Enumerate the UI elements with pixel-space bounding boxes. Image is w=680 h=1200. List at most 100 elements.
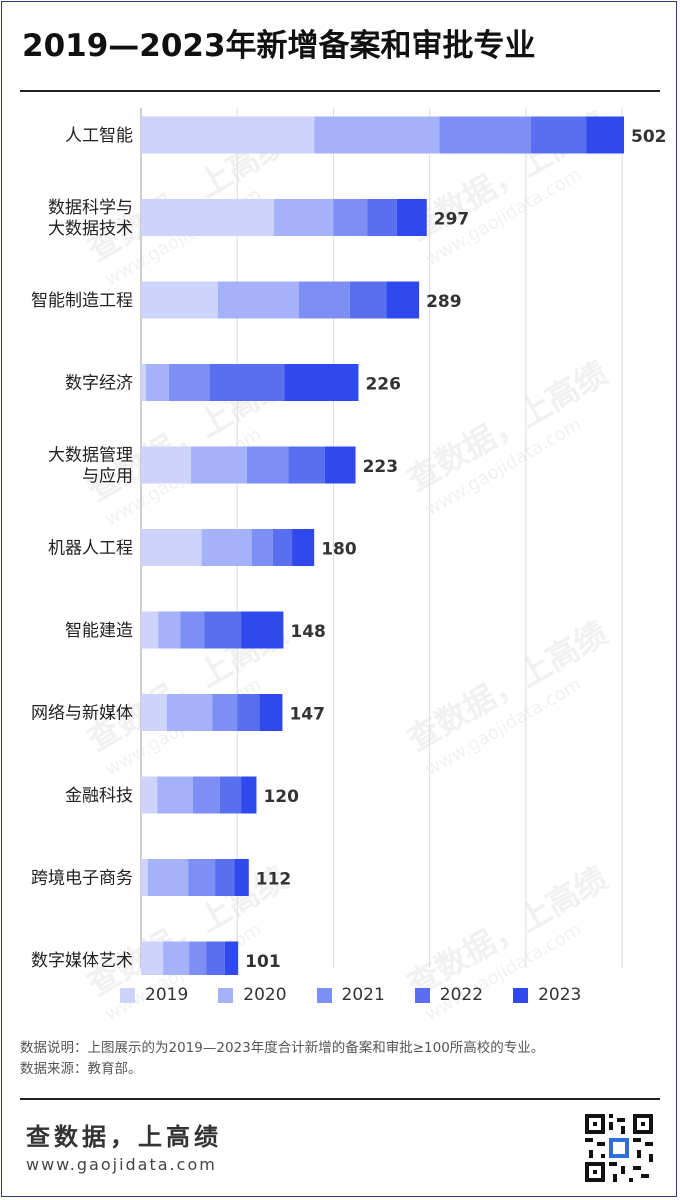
legend-swatch [414, 987, 430, 1003]
total-label: 112 [256, 870, 292, 890]
bar-segment-2020 [145, 364, 169, 401]
chart-legend: 2019 2020 2021 2022 2023 [120, 984, 611, 1006]
bar-segment-2021 [168, 364, 210, 401]
legend-label: 2019 [145, 985, 189, 1005]
bar-segment-2023 [292, 529, 315, 566]
bar-segment-2020 [157, 776, 193, 814]
bar-segment-2019 [141, 859, 148, 896]
bar-segment-2020 [163, 941, 190, 975]
legend-swatch [120, 987, 135, 1003]
brand-url: www.gaojidata.com [26, 1155, 217, 1174]
category-label-line: 数据科学与 [48, 198, 133, 218]
total-label: 120 [263, 787, 299, 807]
bar-segment-2020 [314, 116, 440, 154]
category-label-line: 机器人工程 [48, 539, 133, 559]
bar-segment-2019 [141, 281, 218, 319]
bar-segment-2021 [188, 859, 216, 896]
qr-code-icon [585, 1114, 653, 1182]
legend-item-2021: 2021 [316, 985, 385, 1005]
bar-segment-2021 [246, 446, 289, 484]
category-label-line: 金融科技 [65, 786, 133, 806]
bar-segment-2021 [189, 941, 207, 975]
bar-segment-2022 [288, 446, 325, 484]
legend-swatch [513, 987, 529, 1003]
bar-segment-2022 [204, 611, 242, 649]
bar-segment-2019 [141, 364, 146, 401]
bar-segment-2022 [215, 859, 235, 896]
bar-segment-2020 [158, 611, 181, 649]
bar-segment-2022 [206, 941, 225, 975]
category-label: 智能建造 [65, 621, 133, 641]
total-label: 289 [426, 292, 462, 312]
category-label: 智能制造工程 [31, 291, 133, 311]
bar-segment-2023 [224, 941, 239, 975]
legend-label: 2023 [538, 985, 582, 1005]
legend-label: 2021 [341, 985, 385, 1005]
legend-label: 2022 [439, 985, 484, 1005]
bar-segment-2020 [201, 529, 252, 566]
legend-item-2022: 2022 [414, 985, 484, 1005]
total-label: 147 [289, 705, 325, 725]
category-label-line: 人工智能 [65, 126, 133, 146]
bar-segment-2022 [367, 199, 397, 236]
category-label: 机器人工程 [48, 539, 133, 559]
bar-segment-2023 [586, 116, 625, 154]
bar-segment-2020 [166, 694, 213, 731]
bar-segment-2023 [324, 446, 356, 484]
data-note: 数据说明：上图展示的为2019—2023年度合计新增的备案和审批≥100所高校的… [20, 1040, 545, 1056]
bar-segment-2021 [298, 281, 350, 319]
category-label: 数据科学与大数据技术 [48, 198, 133, 239]
bar-segment-2020 [191, 446, 247, 484]
data-source: 数据来源：教育部。 [20, 1061, 142, 1077]
total-label: 502 [631, 127, 667, 147]
bar-segment-2019 [141, 529, 202, 566]
bar-segment-2020 [273, 199, 334, 236]
bar-segment-2022 [349, 281, 387, 319]
category-label-line: 数字经济 [65, 374, 133, 394]
bar-segment-2019 [141, 199, 274, 236]
bar-segment-2023 [259, 694, 283, 731]
bar-segment-2021 [212, 694, 238, 731]
bar-segment-2021 [251, 529, 273, 566]
bar-segment-2023 [396, 199, 427, 236]
category-label: 数字媒体艺术 [31, 951, 133, 971]
category-label: 大数据管理与应用 [48, 446, 133, 487]
bar-segment-2022 [209, 364, 285, 401]
legend-item-2023: 2023 [513, 985, 581, 1005]
stacked-bar-chart: 人工智能 502 数据科学与大数据技术 297 智能制造工程 289 数字经济 226 大数据管… [31, 108, 667, 975]
bar-segment-2023 [234, 859, 249, 896]
category-label-line: 数字媒体艺术 [31, 951, 133, 971]
bar-segment-2022 [237, 694, 260, 731]
page-title: 2019—2023年新增备案和审批专业 [22, 28, 536, 64]
bar-segment-2019 [141, 611, 159, 649]
legend-label: 2020 [243, 985, 287, 1005]
bar-segment-2020 [147, 859, 189, 896]
category-label-line: 智能建造 [65, 621, 133, 641]
bar-segment-2019 [141, 116, 315, 154]
bar-segment-2023 [386, 281, 420, 319]
bar-segment-2020 [217, 281, 299, 319]
legend-item-2019: 2019 [120, 985, 188, 1005]
bar-segment-2023 [284, 364, 359, 401]
total-label: 226 [365, 375, 401, 395]
brand-slogan: 查数据，上高绩 [26, 1123, 222, 1151]
category-label: 人工智能 [65, 126, 133, 146]
total-label: 297 [434, 210, 470, 230]
bar-segment-2019 [141, 694, 167, 731]
bar-segment-2022 [272, 529, 293, 566]
category-label-line: 网络与新媒体 [31, 704, 133, 724]
category-label: 网络与新媒体 [31, 704, 133, 724]
total-label: 101 [245, 952, 280, 972]
bar-segment-2019 [141, 776, 158, 814]
legend-item-2020: 2020 [218, 985, 287, 1005]
legend-swatch [218, 987, 234, 1003]
bar-segment-2023 [241, 611, 284, 649]
legend-swatch [316, 987, 332, 1003]
bar-segment-2019 [141, 446, 192, 484]
category-label-line: 智能制造工程 [31, 291, 133, 311]
bar-segment-2021 [192, 776, 220, 814]
bar-segment-2021 [180, 611, 205, 649]
total-label: 223 [363, 457, 399, 477]
category-label-line: 大数据技术 [48, 219, 133, 239]
category-label: 金融科技 [65, 786, 133, 806]
